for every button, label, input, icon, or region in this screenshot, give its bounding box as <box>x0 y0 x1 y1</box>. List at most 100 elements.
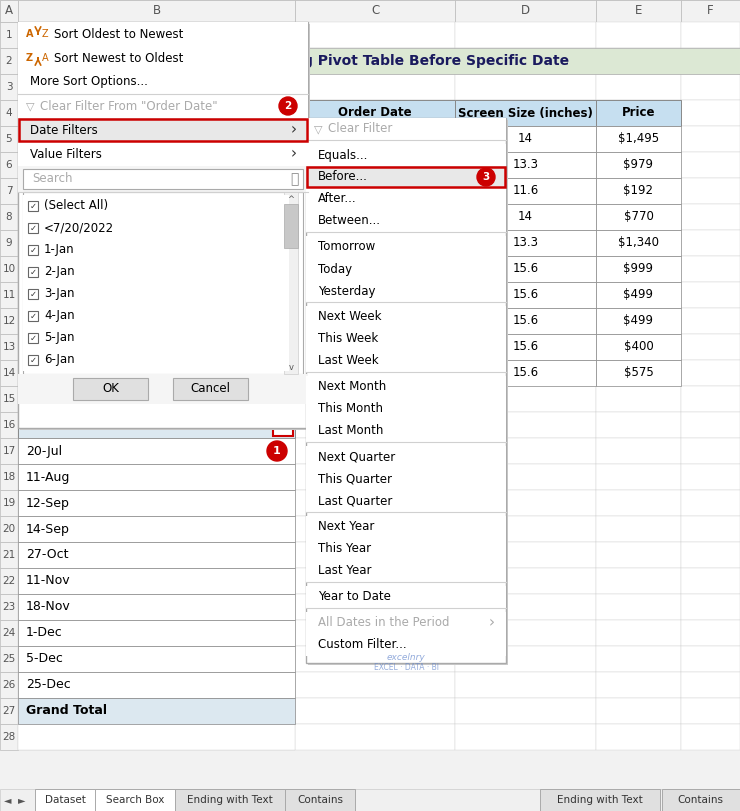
Bar <box>0 308 18 334</box>
Text: ✓: ✓ <box>30 311 36 320</box>
Bar <box>295 48 455 74</box>
Text: $499: $499 <box>624 289 653 302</box>
Text: 21: 21 <box>2 550 16 560</box>
Bar <box>295 22 455 48</box>
Bar <box>596 74 681 100</box>
Bar <box>0 568 18 594</box>
Bar <box>295 178 455 204</box>
Bar <box>455 646 596 672</box>
Bar <box>681 412 740 438</box>
Bar <box>0 646 18 672</box>
Bar <box>23 169 303 189</box>
Bar <box>596 126 681 152</box>
Bar <box>455 308 596 334</box>
Bar <box>295 126 455 152</box>
Text: ▽: ▽ <box>26 101 35 111</box>
Text: Dataset: Dataset <box>44 795 85 805</box>
Bar <box>306 144 506 166</box>
Bar <box>18 594 295 620</box>
Bar <box>0 204 18 230</box>
Bar <box>295 724 455 750</box>
Bar <box>681 386 740 412</box>
Text: 3: 3 <box>6 82 13 92</box>
Bar <box>18 126 295 152</box>
Bar <box>308 120 508 665</box>
Text: A: A <box>42 53 49 63</box>
Text: 2: 2 <box>6 56 13 66</box>
Text: After...: After... <box>318 192 357 205</box>
Bar <box>455 360 596 386</box>
Bar <box>18 568 295 594</box>
Bar <box>681 334 740 360</box>
Bar <box>73 378 148 400</box>
Bar <box>0 542 18 568</box>
Bar <box>295 594 455 620</box>
Text: (Select All): (Select All) <box>44 200 108 212</box>
Bar <box>681 0 740 22</box>
Bar <box>681 178 740 204</box>
Bar <box>0 594 18 620</box>
Text: 20-Jul: 20-Jul <box>26 444 62 457</box>
Text: 1: 1 <box>6 30 13 40</box>
Text: 2: 2 <box>284 101 292 111</box>
Bar <box>455 126 596 152</box>
Bar <box>18 48 295 74</box>
Bar <box>681 620 740 646</box>
Text: Tomorrow: Tomorrow <box>318 241 375 254</box>
Text: Search Box: Search Box <box>106 795 164 805</box>
Bar <box>596 126 681 152</box>
Bar <box>295 334 455 360</box>
Text: 25-Dec: 25-Dec <box>26 679 71 692</box>
Bar <box>0 100 18 126</box>
Polygon shape <box>279 423 287 428</box>
Text: $999: $999 <box>624 263 653 276</box>
Bar <box>455 360 596 386</box>
Bar <box>681 464 740 490</box>
Circle shape <box>477 168 495 186</box>
Bar <box>596 360 681 386</box>
Bar <box>18 646 295 672</box>
Text: 11-Nov: 11-Nov <box>26 574 70 587</box>
Bar <box>455 100 596 126</box>
Bar <box>23 327 289 349</box>
Text: 5: 5 <box>6 134 13 144</box>
Bar <box>0 230 18 256</box>
Text: E: E <box>635 5 642 18</box>
Text: ✓: ✓ <box>30 290 36 298</box>
Text: 14-Sep: 14-Sep <box>26 522 70 535</box>
Bar <box>455 620 596 646</box>
Bar <box>0 698 18 724</box>
Bar <box>23 192 303 374</box>
Text: $979: $979 <box>624 158 653 171</box>
Text: ›: › <box>489 616 495 630</box>
Bar <box>596 698 681 724</box>
Text: $192: $192 <box>624 184 653 198</box>
Text: Equals...: Equals... <box>318 148 369 161</box>
Bar <box>295 464 455 490</box>
Text: 15.6: 15.6 <box>512 367 539 380</box>
Bar <box>295 360 455 386</box>
Bar <box>18 178 295 204</box>
Text: 12-Sep: 12-Sep <box>26 496 70 509</box>
Bar <box>295 308 455 334</box>
Bar <box>0 178 18 204</box>
Bar <box>306 166 506 188</box>
Text: 3: 3 <box>482 172 490 182</box>
Bar <box>295 568 455 594</box>
Text: 26: 26 <box>2 680 16 690</box>
Text: 22: 22 <box>2 576 16 586</box>
Bar <box>596 438 681 464</box>
Bar <box>596 386 681 412</box>
Bar <box>596 308 681 334</box>
Bar <box>455 256 596 282</box>
Bar <box>455 48 596 74</box>
Text: 11: 11 <box>2 290 16 300</box>
Bar <box>306 118 506 140</box>
Bar <box>596 256 681 282</box>
Bar <box>306 490 506 512</box>
Bar <box>681 204 740 230</box>
Text: ✓: ✓ <box>30 246 36 255</box>
Text: 7: 7 <box>6 186 13 196</box>
Text: $400: $400 <box>624 341 653 354</box>
Bar <box>18 142 308 166</box>
